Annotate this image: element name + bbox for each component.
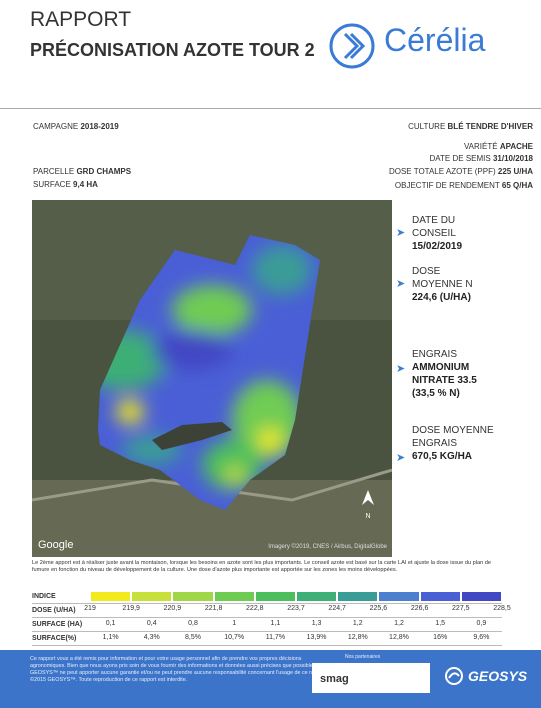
title: RAPPORT — [30, 8, 132, 31]
dose-totale: DOSE TOTALE AZOTE (PPF) 225 U/HA — [388, 167, 533, 176]
partners-box — [312, 663, 430, 693]
index-swatch — [132, 592, 172, 601]
index-swatch — [255, 592, 295, 601]
surface-pct: 1,1% — [102, 634, 119, 641]
footer — [0, 650, 541, 708]
dose: 225,6 — [369, 605, 388, 612]
row-label: DOSE (U/HA) — [32, 607, 76, 614]
surface-ha: 0,4 — [146, 620, 157, 627]
dose: 228,5 — [493, 605, 511, 612]
surface-pct: 16% — [433, 634, 448, 641]
index-swatch — [214, 592, 254, 601]
logo: Cérélia — [384, 22, 486, 58]
dose: 220,9 — [163, 605, 182, 612]
dose: 219 — [84, 605, 96, 612]
dose: 221,8 — [204, 605, 223, 612]
index-swatch — [461, 592, 501, 601]
partners-label: Nos partenaires — [345, 654, 381, 660]
index-swatch — [297, 592, 337, 601]
dose: 219,9 — [122, 605, 140, 612]
dose: 222,8 — [246, 605, 264, 612]
row-label: SURFACE (HA) — [32, 621, 83, 628]
surface-ha: 1,3 — [311, 620, 322, 627]
semis: DATE DE SEMIS 31/10/2018 — [429, 154, 533, 163]
logo-icon — [329, 23, 375, 69]
surface-pct: 13,9% — [306, 634, 327, 641]
surface: SURFACE 9,4 HA — [33, 180, 98, 189]
surface-ha: 0,9 — [476, 620, 487, 627]
north-arrow — [362, 490, 374, 505]
summary-item: DATE DU CONSEIL ➤ 15/02/2019 — [396, 215, 463, 252]
summary-item: DOSE MOYENNE N ➤ 224,6 (U/HA) — [396, 266, 473, 303]
surface-ha: 1 — [232, 620, 237, 627]
surface-pct: 12,8% — [389, 634, 409, 641]
row-rule — [32, 645, 502, 646]
surface-ha: 0,1 — [105, 620, 116, 627]
index-swatch — [379, 592, 419, 601]
row-rule — [32, 603, 502, 604]
index-swatch — [420, 592, 460, 601]
row-label: INDICE — [32, 593, 56, 600]
index-swatch — [173, 592, 213, 601]
surface-pct: 4,3% — [143, 634, 160, 641]
surface-pct: 11,7% — [265, 634, 286, 641]
summary-item: DOSE MOYENNE ENGRAIS ➤ 670,5 KG/HA — [396, 425, 494, 464]
brand-icon — [445, 667, 463, 685]
separator — [0, 108, 541, 109]
north: N — [365, 513, 370, 520]
dose: 224,7 — [328, 605, 346, 612]
subtitle: PRÉCONISATION AZOTE TOUR 2 — [30, 40, 315, 60]
index-swatch — [338, 592, 378, 601]
map-credits: Imagery ©2019, CNES / Airbus, DigitalGlo… — [268, 543, 387, 550]
surface-ha: 1,2 — [352, 620, 363, 627]
index-swatch — [91, 592, 131, 601]
map-provider: Google — [38, 539, 73, 551]
surface-pct: 8,5% — [185, 634, 201, 641]
parcelle: PARCELLE GRD CHAMPS — [33, 167, 132, 176]
variete: VARIÉTÉ APACHE — [463, 142, 533, 151]
brand: GEOSYS — [468, 668, 528, 684]
summary-item: ENGRAIS ➤ AMMONIUM NITRATE 33.5 (33,5 % N) — [396, 349, 477, 399]
legend-table: INDICE DOSE (U/HA) SURFACE (HA) SURFACE(%) 2… — [32, 590, 511, 646]
surface-ha: 1,5 — [435, 620, 446, 627]
surface-pct: 12,8% — [347, 634, 368, 641]
surface-ha: 1,2 — [394, 620, 404, 627]
row-rule — [32, 631, 502, 632]
dose: 223,7 — [287, 605, 305, 612]
surface-pct: 9,6% — [473, 634, 490, 641]
disclaimer: Ce rapport vous a été remis pour informa… — [30, 656, 328, 683]
surface-ha: 1,1 — [270, 620, 281, 627]
dose: 227,5 — [452, 605, 470, 612]
description: Le 2ème apport est à réaliser juste avan… — [32, 560, 491, 573]
map: Google Imagery ©2019, CNES / Airbus, Dig… — [32, 200, 392, 557]
partner: smag — [320, 673, 349, 685]
surface-ha: 0,8 — [188, 620, 198, 627]
row-rule — [32, 617, 502, 618]
culture: CULTURE BLÉ TENDRE D'HIVER — [408, 122, 533, 131]
row-label: SURFACE(%) — [32, 635, 77, 642]
dose: 226,6 — [410, 605, 429, 612]
surface-pct: 10,7% — [224, 634, 245, 641]
campagne: CAMPAGNE 2018-2019 — [33, 122, 119, 131]
objectif: OBJECTIF DE RENDEMENT 65 Q/HA — [394, 181, 533, 190]
